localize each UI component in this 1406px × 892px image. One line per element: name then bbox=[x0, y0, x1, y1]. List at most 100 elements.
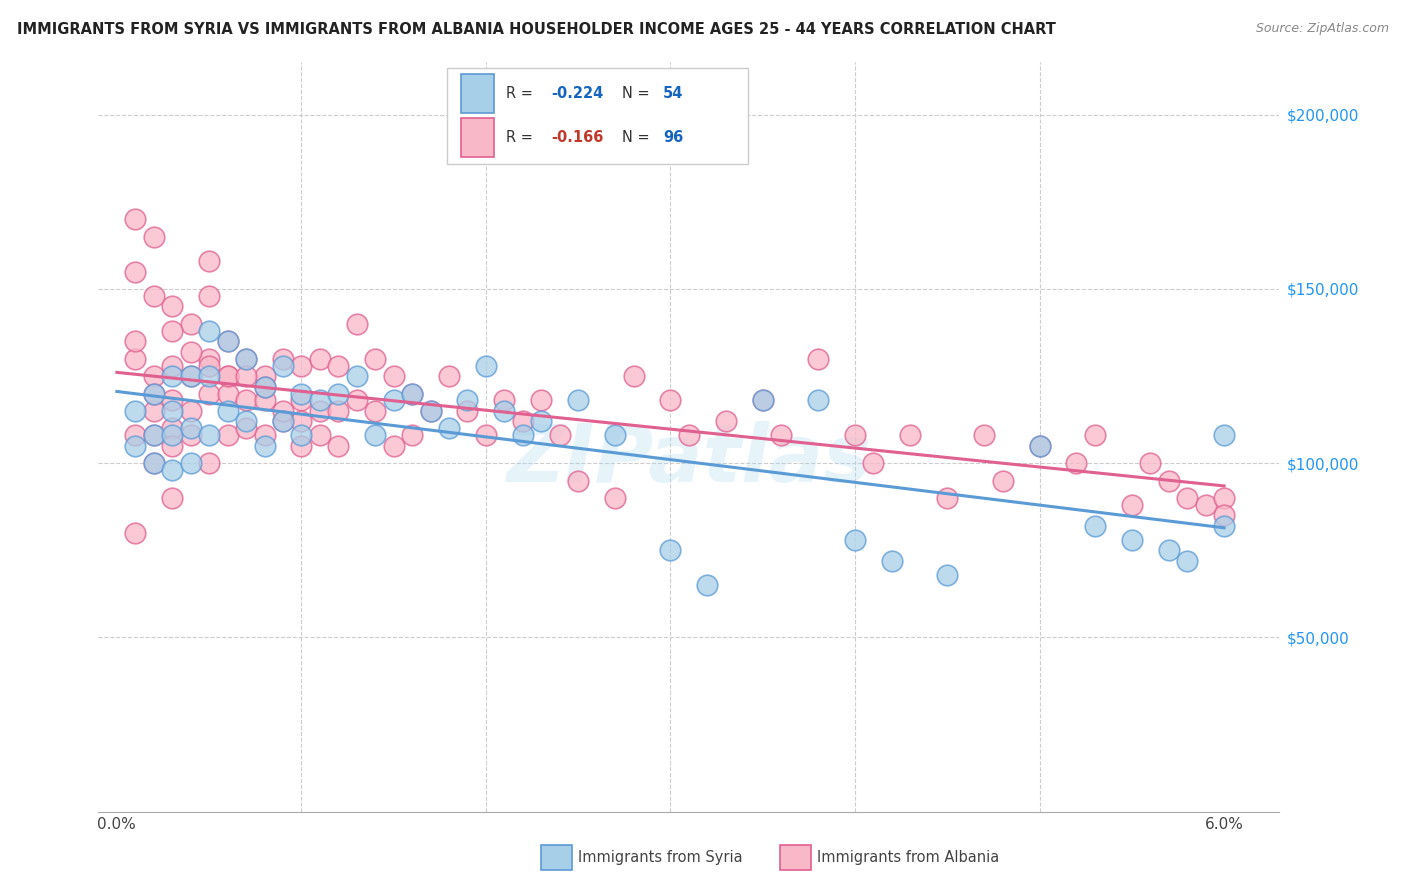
Point bbox=[142, 456, 165, 470]
Point bbox=[567, 474, 589, 488]
Point bbox=[309, 404, 332, 418]
Point bbox=[623, 369, 645, 384]
FancyBboxPatch shape bbox=[461, 119, 494, 157]
Point bbox=[880, 554, 903, 568]
Point bbox=[290, 359, 312, 373]
Point bbox=[253, 439, 276, 453]
Point bbox=[142, 229, 165, 244]
Point bbox=[401, 428, 423, 442]
Point bbox=[328, 386, 350, 401]
Point bbox=[162, 404, 183, 418]
Point bbox=[328, 439, 350, 453]
Point bbox=[217, 334, 239, 349]
Point bbox=[198, 254, 221, 268]
Point bbox=[271, 414, 294, 428]
Point bbox=[198, 324, 221, 338]
Point bbox=[162, 359, 183, 373]
Point bbox=[1213, 519, 1236, 533]
Point bbox=[124, 264, 146, 278]
Point bbox=[217, 404, 239, 418]
Point bbox=[198, 456, 221, 470]
Point bbox=[1121, 498, 1143, 512]
Point bbox=[235, 351, 257, 366]
Point bbox=[124, 212, 146, 227]
Point bbox=[475, 428, 498, 442]
Point bbox=[290, 414, 312, 428]
Point bbox=[1028, 439, 1050, 453]
Point bbox=[271, 404, 294, 418]
Point bbox=[180, 404, 202, 418]
Point bbox=[309, 428, 332, 442]
Point bbox=[512, 414, 534, 428]
Text: 54: 54 bbox=[664, 87, 683, 101]
Point bbox=[217, 369, 239, 384]
Point bbox=[605, 428, 627, 442]
Point bbox=[548, 428, 571, 442]
Point bbox=[198, 351, 221, 366]
Point bbox=[217, 428, 239, 442]
Point bbox=[253, 379, 276, 393]
Point bbox=[1028, 439, 1050, 453]
Point bbox=[752, 393, 775, 408]
Point bbox=[180, 344, 202, 359]
Point bbox=[180, 369, 202, 384]
Point bbox=[328, 359, 350, 373]
Point bbox=[844, 428, 866, 442]
Point bbox=[605, 491, 627, 505]
Point bbox=[364, 404, 387, 418]
Point bbox=[142, 456, 165, 470]
Point bbox=[198, 428, 221, 442]
Text: Immigrants from Syria: Immigrants from Syria bbox=[578, 850, 742, 864]
Point bbox=[382, 393, 405, 408]
Point bbox=[862, 456, 884, 470]
Text: Source: ZipAtlas.com: Source: ZipAtlas.com bbox=[1256, 22, 1389, 36]
Text: IMMIGRANTS FROM SYRIA VS IMMIGRANTS FROM ALBANIA HOUSEHOLDER INCOME AGES 25 - 44: IMMIGRANTS FROM SYRIA VS IMMIGRANTS FROM… bbox=[17, 22, 1056, 37]
Point bbox=[991, 474, 1014, 488]
Point bbox=[290, 428, 312, 442]
Point bbox=[180, 421, 202, 435]
Point bbox=[235, 414, 257, 428]
Text: R =: R = bbox=[506, 87, 537, 101]
Point bbox=[475, 359, 498, 373]
Point bbox=[180, 428, 202, 442]
Point bbox=[142, 428, 165, 442]
Point bbox=[659, 393, 682, 408]
FancyBboxPatch shape bbox=[447, 68, 748, 163]
Point bbox=[162, 428, 183, 442]
Point bbox=[142, 386, 165, 401]
Point bbox=[162, 393, 183, 408]
Point bbox=[162, 439, 183, 453]
Point bbox=[253, 369, 276, 384]
Text: 96: 96 bbox=[664, 130, 683, 145]
Point bbox=[162, 369, 183, 384]
Point bbox=[142, 289, 165, 303]
Point bbox=[714, 414, 737, 428]
Point bbox=[198, 289, 221, 303]
Point bbox=[142, 404, 165, 418]
Point bbox=[530, 393, 553, 408]
Point bbox=[512, 428, 534, 442]
Point bbox=[900, 428, 922, 442]
Text: ZIPatlas: ZIPatlas bbox=[506, 420, 872, 499]
Point bbox=[290, 393, 312, 408]
Point bbox=[309, 351, 332, 366]
Point bbox=[1084, 519, 1107, 533]
Point bbox=[382, 369, 405, 384]
Text: Immigrants from Albania: Immigrants from Albania bbox=[817, 850, 1000, 864]
Point bbox=[309, 393, 332, 408]
Point bbox=[807, 351, 830, 366]
Text: -0.166: -0.166 bbox=[551, 130, 603, 145]
Point bbox=[124, 525, 146, 540]
Point bbox=[1175, 491, 1198, 505]
Point bbox=[253, 428, 276, 442]
Point bbox=[124, 351, 146, 366]
Point bbox=[752, 393, 775, 408]
Point bbox=[1213, 508, 1236, 523]
Point bbox=[142, 386, 165, 401]
Point bbox=[162, 463, 183, 477]
Point bbox=[530, 414, 553, 428]
Point bbox=[235, 421, 257, 435]
Point bbox=[271, 414, 294, 428]
Point bbox=[271, 351, 294, 366]
Point bbox=[253, 393, 276, 408]
